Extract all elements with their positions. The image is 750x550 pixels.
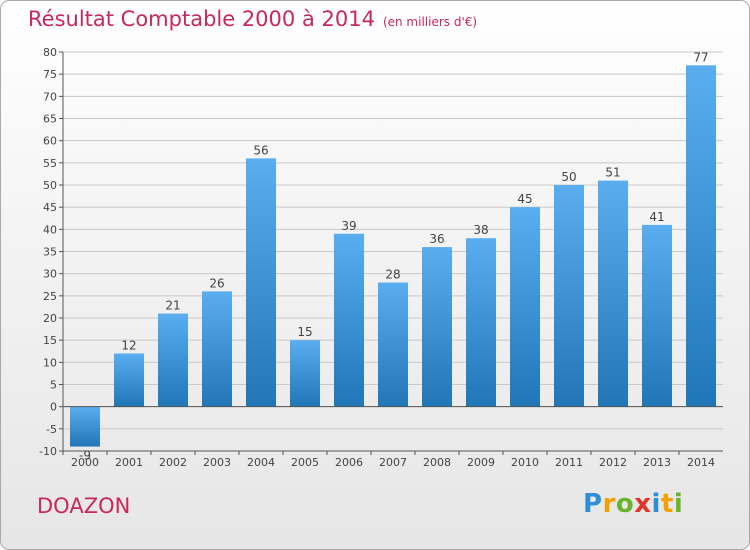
- x-tick-label: 2000: [71, 456, 99, 469]
- y-tick-label: 20: [43, 312, 57, 325]
- data-label: 36: [429, 232, 444, 246]
- y-tick-label: 25: [43, 290, 57, 303]
- y-tick-label: 80: [43, 46, 57, 59]
- logo-letter: r: [602, 489, 616, 519]
- y-tick-label: 40: [43, 223, 57, 236]
- y-tick-label: 45: [43, 201, 57, 214]
- axes: [62, 52, 723, 452]
- data-label: 41: [649, 210, 664, 224]
- data-label: 15: [297, 325, 312, 339]
- x-axis-ticks: 2000 2001 2002 2003 2004 2005 2006 2007 2008 2009…: [62, 451, 715, 469]
- y-tick-label: 10: [43, 356, 57, 369]
- x-tick-label: 2007: [379, 456, 407, 469]
- y-tick-label: 0: [50, 401, 57, 414]
- chart-title-text: Résultat Comptable 2000 à 2014: [28, 7, 375, 31]
- bar: [598, 180, 628, 407]
- bar: [510, 207, 540, 407]
- data-label: 39: [341, 219, 356, 233]
- bar: [70, 406, 100, 447]
- x-tick-label: 2002: [159, 456, 187, 469]
- chart-unit: (en milliers d'€): [382, 15, 478, 29]
- x-tick-label: 2003: [203, 456, 231, 469]
- y-tick-label: -10: [39, 445, 57, 458]
- logo-letter: i: [673, 489, 684, 519]
- y-tick-label: 30: [43, 268, 57, 281]
- bar: [378, 282, 408, 407]
- y-tick-label: 5: [50, 379, 57, 392]
- bar: [158, 313, 188, 407]
- y-axis-ticks: -10 -5 0 5 10 15 20 25 30 35 40 45 50 55 60 65 70 75 80: [39, 46, 63, 458]
- x-tick-label: 2009: [467, 456, 495, 469]
- logo-letter: o: [615, 489, 635, 519]
- x-tick-label: 2008: [423, 456, 451, 469]
- bar: [466, 238, 496, 407]
- data-label: -9: [79, 449, 91, 463]
- bar: [334, 233, 364, 407]
- bar: [202, 291, 232, 407]
- data-label: 26: [209, 276, 224, 290]
- bar: [246, 158, 276, 407]
- data-label: 21: [165, 299, 180, 313]
- bar: [686, 65, 716, 407]
- data-label: 38: [473, 223, 488, 237]
- x-tick-label: 2005: [291, 456, 319, 469]
- x-tick-label: 2013: [643, 456, 671, 469]
- data-label: 28: [385, 268, 400, 282]
- bar: [114, 353, 144, 407]
- bar: [422, 247, 452, 407]
- logo-letter: t: [660, 489, 674, 519]
- chart-title: Résultat Comptable 2000 à 2014 (en millie…: [28, 7, 477, 31]
- data-labels: -9 12 21 26 56 15 39 28 36 38 45 50 51 41 77: [79, 50, 709, 462]
- y-tick-label: 75: [43, 68, 57, 81]
- bar: [290, 340, 320, 407]
- x-tick-label: 2011: [555, 456, 583, 469]
- data-label: 45: [517, 192, 532, 206]
- data-label: 77: [693, 50, 708, 64]
- y-tick-label: 50: [43, 179, 57, 192]
- commune-name: DOAZON: [37, 494, 131, 518]
- y-tick-label: 65: [43, 113, 57, 126]
- logo-letter: x: [634, 489, 652, 519]
- y-tick-label: 15: [43, 334, 57, 347]
- data-label: 56: [253, 143, 268, 157]
- x-tick-label: 2001: [115, 456, 143, 469]
- data-label: 51: [605, 166, 620, 180]
- data-label: 50: [561, 170, 576, 184]
- y-tick-label: 35: [43, 246, 57, 259]
- proxiti-logo: Proxiti: [583, 489, 683, 519]
- x-tick-label: 2004: [247, 456, 275, 469]
- x-tick-label: 2014: [687, 456, 715, 469]
- y-tick-label: 70: [43, 90, 57, 103]
- x-tick-label: 2010: [511, 456, 539, 469]
- y-tick-label: 55: [43, 157, 57, 170]
- y-tick-label: 60: [43, 135, 57, 148]
- bar: [642, 224, 672, 407]
- logo-letter: i: [651, 489, 661, 519]
- bar: [554, 185, 584, 407]
- data-label: 12: [121, 338, 136, 352]
- y-tick-label: -5: [46, 423, 57, 436]
- bars: [70, 65, 716, 447]
- x-tick-label: 2012: [599, 456, 627, 469]
- x-tick-label: 2006: [335, 456, 363, 469]
- logo-letter: P: [583, 489, 603, 519]
